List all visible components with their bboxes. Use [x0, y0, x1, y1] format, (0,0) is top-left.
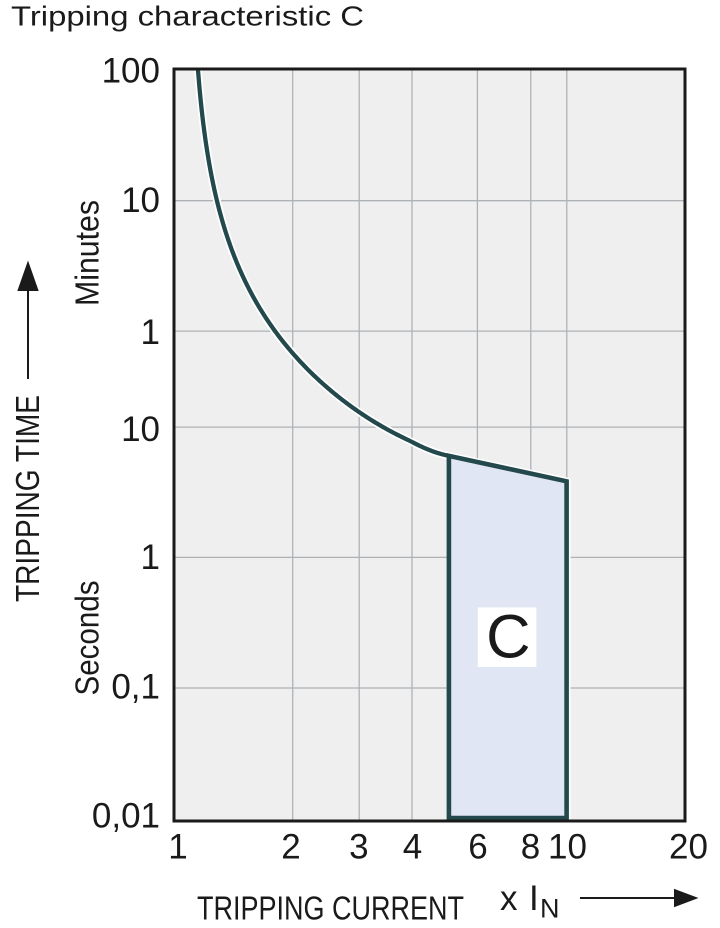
svg-text:100: 100 [102, 52, 160, 91]
svg-text:6: 6 [468, 828, 487, 867]
svg-text:3: 3 [349, 828, 368, 867]
svg-text:1: 1 [168, 828, 187, 867]
svg-text:x: x [500, 879, 518, 918]
svg-text:Seconds: Seconds [69, 581, 106, 696]
svg-text:4: 4 [403, 828, 422, 867]
svg-text:I: I [529, 879, 539, 918]
svg-text:10: 10 [121, 410, 160, 449]
svg-text:Tripping characteristic C: Tripping characteristic C [11, 1, 364, 32]
svg-text:N: N [540, 894, 560, 924]
svg-text:1: 1 [141, 538, 160, 577]
svg-text:C: C [486, 603, 530, 672]
svg-text:2: 2 [281, 828, 300, 867]
svg-text:20: 20 [669, 828, 708, 867]
svg-text:Minutes: Minutes [69, 200, 106, 306]
svg-text:0,01: 0,01 [92, 797, 160, 836]
svg-text:10: 10 [121, 181, 160, 220]
svg-text:TRIPPING TIME: TRIPPING TIME [9, 395, 46, 602]
svg-text:1: 1 [141, 313, 160, 352]
svg-text:8: 8 [521, 828, 540, 867]
svg-text:TRIPPING CURRENT: TRIPPING CURRENT [197, 890, 464, 927]
svg-text:0,1: 0,1 [111, 668, 160, 707]
svg-text:10: 10 [548, 828, 587, 867]
